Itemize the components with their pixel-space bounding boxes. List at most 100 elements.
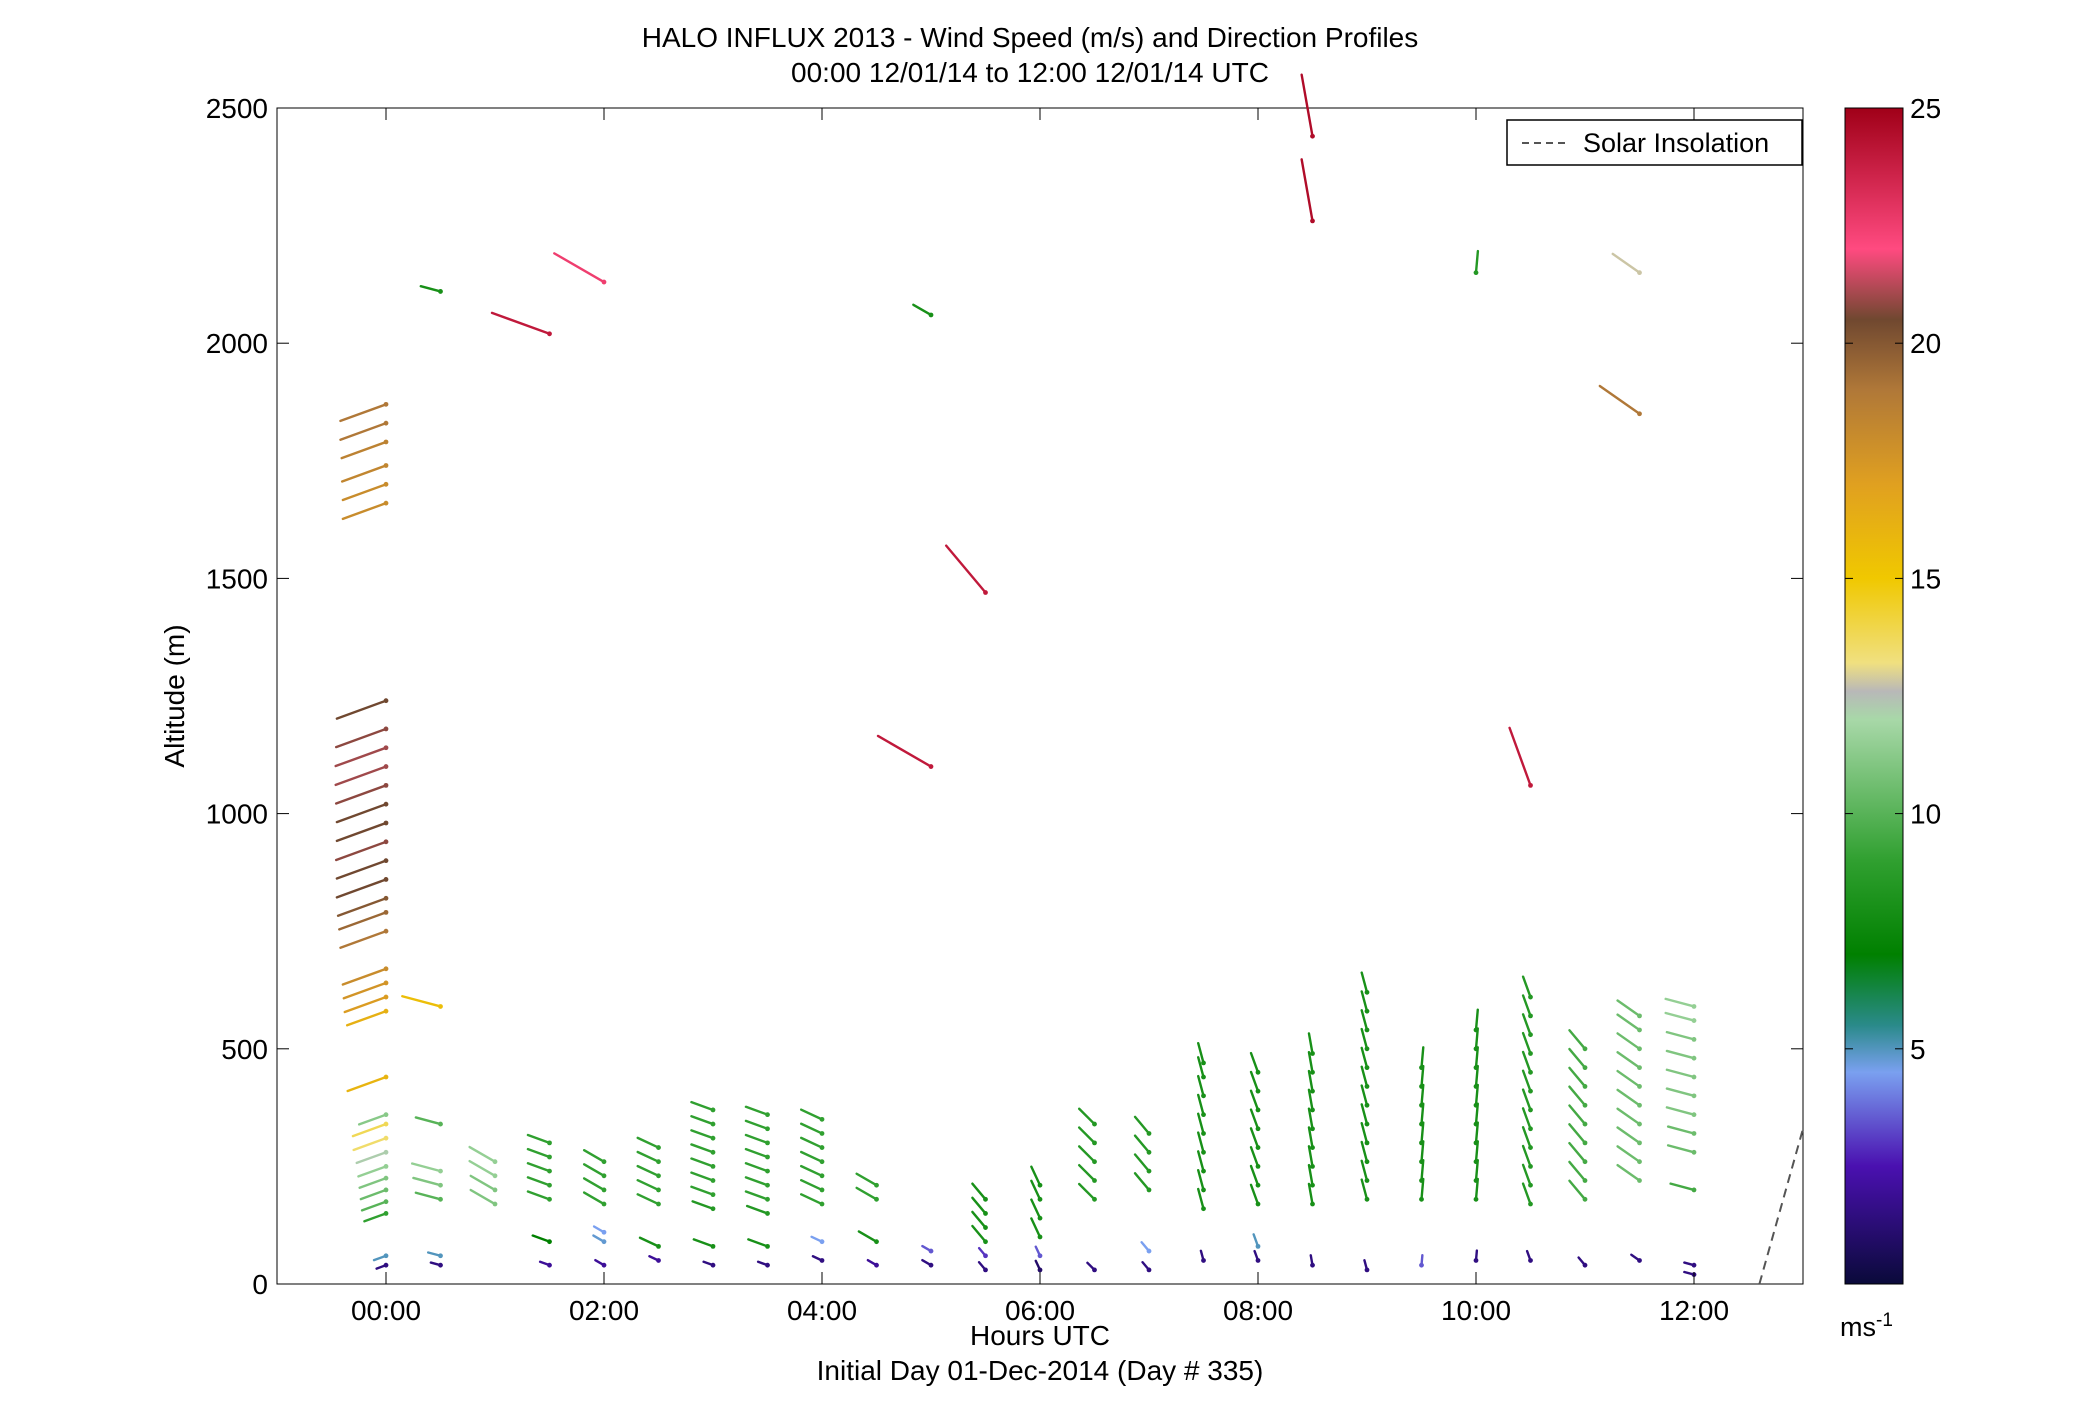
wind-barb <box>1665 1049 1696 1060</box>
wind-barb <box>855 1172 878 1187</box>
wind-barb <box>1360 1046 1369 1069</box>
wind-barb-tip <box>1364 1196 1370 1202</box>
wind-barb <box>912 303 933 317</box>
wind-barb <box>744 1147 769 1159</box>
wind-barb <box>1568 1179 1587 1201</box>
wind-barb <box>1521 1126 1532 1149</box>
wind-barb <box>1077 1126 1096 1145</box>
wind-barb <box>1568 1066 1587 1088</box>
wind-barb <box>636 1164 660 1178</box>
wind-barb-tip <box>1582 1065 1588 1071</box>
wind-barb <box>1077 1145 1096 1163</box>
wind-barb <box>857 1230 878 1243</box>
wind-barb <box>339 403 388 423</box>
wind-barb-tip <box>1310 1069 1315 1075</box>
wind-barb <box>971 1210 987 1229</box>
wind-barb <box>1666 1125 1696 1135</box>
wind-barb-tip <box>656 1258 661 1263</box>
wind-barb <box>343 995 388 1014</box>
wind-barb <box>334 784 388 805</box>
wind-barb-tip <box>1691 1004 1697 1009</box>
wind-barb-tip <box>547 1239 552 1245</box>
wind-barb <box>1030 1179 1042 1201</box>
wind-barb-tip <box>383 1135 389 1141</box>
wind-barb-tip <box>1364 1121 1370 1127</box>
colorbar-tick-label: 15 <box>1910 563 1941 594</box>
wind-barb-tip <box>819 1173 825 1179</box>
wind-barb-tip <box>983 1239 988 1245</box>
wind-barb-tip <box>1364 1140 1370 1146</box>
wind-barb <box>744 1162 769 1173</box>
wind-barb-tip <box>383 801 389 807</box>
wind-barb <box>855 1186 878 1201</box>
wind-barb <box>744 1119 769 1130</box>
wind-barb <box>335 821 388 843</box>
wind-barb-tip <box>492 1187 498 1193</box>
wind-barb-tip <box>383 1199 389 1205</box>
wind-barb-tip <box>1201 1187 1206 1193</box>
wind-barb-tip <box>1528 1107 1533 1113</box>
x-axis-label: Hours UTC <box>970 1320 1110 1351</box>
wind-barb-tip <box>1473 1196 1479 1202</box>
wind-barb-tip <box>765 1262 770 1268</box>
wind-barb <box>1616 999 1641 1018</box>
wind-barb-tip <box>383 500 389 506</box>
wind-barb <box>1249 1127 1260 1149</box>
wind-barb-tip <box>1092 1267 1097 1273</box>
wind-barb <box>690 1143 715 1154</box>
wind-barb-tip <box>383 909 389 915</box>
wind-barb <box>1665 1030 1696 1041</box>
wind-barb-tip <box>383 1112 389 1118</box>
wind-barb <box>800 1193 824 1206</box>
wind-barb-tip <box>1473 1046 1479 1052</box>
wind-barb-tip <box>1310 218 1315 224</box>
wind-barb <box>1077 1107 1096 1126</box>
wind-barb <box>1665 1106 1696 1116</box>
wind-barb-tip <box>1637 1065 1642 1071</box>
wind-barb-tip <box>438 1262 443 1268</box>
wind-barb-tip <box>601 1173 607 1179</box>
wind-barb <box>526 1147 551 1159</box>
wind-barb <box>1598 384 1641 415</box>
wind-barb-tip <box>710 1178 716 1183</box>
wind-barb <box>351 1122 388 1138</box>
wind-barb <box>1521 1088 1532 1112</box>
wind-barb <box>1521 1069 1532 1093</box>
wind-barb-tip <box>983 1267 988 1273</box>
wind-barb <box>944 544 987 594</box>
wind-barb-tip <box>1582 1121 1588 1127</box>
wind-barb-tip <box>1528 994 1533 1000</box>
wind-barb-tip <box>383 858 389 864</box>
wind-barb-tip <box>1364 1008 1370 1014</box>
wind-barb <box>1307 1182 1314 1206</box>
wind-barb-tip <box>438 1253 443 1259</box>
wind-barb-tip <box>1201 1060 1206 1066</box>
wind-barb <box>1616 1069 1641 1088</box>
wind-barb <box>553 252 606 284</box>
wind-barb-tip <box>765 1182 770 1188</box>
wind-barb-tip <box>1201 1131 1206 1136</box>
wind-barb-tip <box>1364 1178 1370 1183</box>
wind-barb-tip <box>547 1182 552 1188</box>
wind-barb-tip <box>1637 1084 1642 1089</box>
wind-barb-tip <box>383 726 389 732</box>
wind-barb-tip <box>1037 1234 1043 1240</box>
wind-barb-tip <box>1037 1182 1043 1188</box>
wind-barb <box>1664 997 1696 1008</box>
wind-barb-tip <box>656 1173 661 1179</box>
wind-barb <box>419 284 442 293</box>
wind-barb-tip <box>1637 1027 1642 1033</box>
wind-barb-tip <box>1201 1074 1206 1080</box>
wind-barb <box>800 1122 824 1135</box>
wind-barb <box>1307 1107 1314 1130</box>
wind-barb-tip <box>383 698 389 704</box>
wind-barb-tip <box>438 1121 443 1127</box>
wind-barb-tip <box>1637 1046 1642 1052</box>
wind-barb <box>800 1108 824 1121</box>
colorbar-tick-label: 5 <box>1910 1034 1926 1065</box>
wind-barb-tip <box>1528 1201 1533 1207</box>
wind-barb <box>1197 1042 1205 1065</box>
wind-barb <box>357 1113 388 1126</box>
wind-barb <box>1249 1070 1260 1093</box>
wind-barb <box>1616 1088 1641 1107</box>
